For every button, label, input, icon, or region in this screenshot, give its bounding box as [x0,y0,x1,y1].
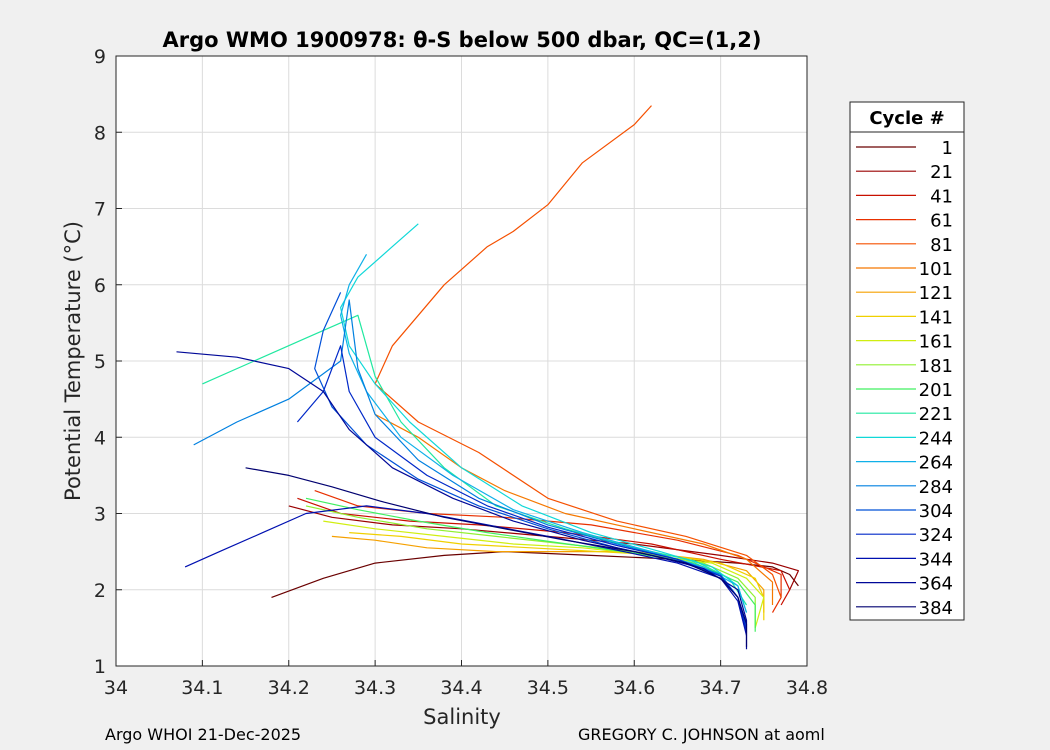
legend-label-221: 221 [919,404,953,425]
x-tick-label: 34.3 [354,677,396,699]
footer-left-credit: Argo WHOI 21-Dec-2025 [105,725,302,744]
y-tick-label: 6 [94,275,106,297]
legend: Cycle # 12141618110112114116118120122124… [849,101,965,621]
series-line-cycle-384 [245,467,748,647]
legend-label-201: 201 [919,380,953,401]
y-tick-label: 1 [94,656,106,678]
series-line-cycle-1 [271,550,799,598]
y-tick-label: 2 [94,580,106,602]
series-line-cycle-81 [374,105,782,598]
legend-label-264: 264 [919,453,953,474]
legend-label-161: 161 [919,332,953,353]
legend-label-121: 121 [919,283,953,304]
series-line-cycle-201 [305,497,756,632]
y-tick-label: 7 [94,199,106,221]
x-tick-label: 34.7 [699,677,741,699]
series-line-cycle-324 [296,345,748,632]
legend-label-324: 324 [919,525,953,546]
y-tick-label: 9 [94,46,106,68]
footer-right-credit: GREGORY C. JOHNSON at aoml [578,725,825,744]
legend-label-244: 244 [919,428,953,449]
legend-label-344: 344 [919,549,953,570]
legend-label-364: 364 [919,574,953,595]
x-tick-label: 34.2 [268,677,310,699]
series-line-cycle-244 [340,223,748,613]
x-tick-label: 34.6 [613,677,655,699]
legend-label-181: 181 [919,356,953,377]
x-tick-label: 34.1 [181,677,223,699]
y-tick-label: 4 [94,427,106,449]
series-line-cycle-364 [176,351,748,650]
legend-label-304: 304 [919,501,953,522]
x-tick-label: 34.8 [786,677,828,699]
y-tick-label: 3 [94,504,106,526]
chart-title: Argo WMO 1900978: θ-S below 500 dbar, QC… [163,28,762,52]
legend-label-21: 21 [930,162,953,183]
legend-label-61: 61 [930,211,953,232]
legend-entries: 1214161811011211411611812012212442642843… [856,138,953,619]
legend-label-81: 81 [930,235,953,256]
series-line-cycle-101 [374,413,774,605]
series-line-cycle-264 [340,254,748,613]
series-line-cycle-221 [202,314,748,606]
legend-title: Cycle # [869,108,944,129]
axis-ticks: 34 34.1 34.2 34.3 34.4 34.5 34.6 34.7 34.8123456… [94,46,828,699]
legend-label-384: 384 [919,598,953,619]
x-tick-label: 34.5 [527,677,569,699]
legend-label-284: 284 [919,477,953,498]
x-axis-label: Salinity [423,705,501,729]
legend-label-1: 1 [942,138,953,159]
legend-label-41: 41 [930,186,953,207]
series-group [176,105,800,650]
legend-label-101: 101 [919,259,953,280]
legend-label-141: 141 [919,307,953,328]
x-tick-label: 34.4 [440,677,482,699]
series-line-cycle-161 [323,520,765,629]
y-tick-label: 8 [94,122,106,144]
y-tick-label: 5 [94,351,106,373]
series-line-cycle-41 [297,497,791,606]
y-axis-label: Potential Temperature (°C) [61,221,85,501]
x-tick-label: 34 [104,677,128,699]
